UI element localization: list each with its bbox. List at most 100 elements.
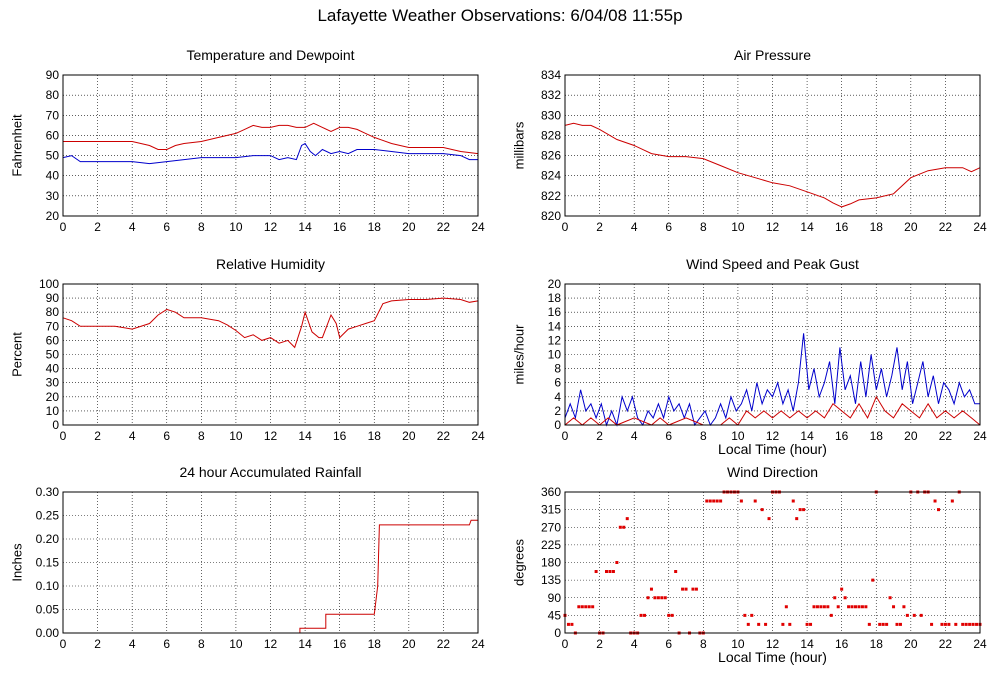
data-point: [933, 499, 937, 503]
x-tick-label: 22: [437, 429, 451, 443]
series-line-1: [564, 395, 981, 426]
y-tick-label: 2: [554, 404, 561, 418]
x-tick-label: 2: [596, 429, 603, 443]
data-point: [587, 605, 591, 609]
y-tick-label: 0: [554, 626, 561, 640]
x-tick-label: 22: [939, 637, 953, 651]
data-point: [788, 622, 792, 626]
chart-title: Wind Speed and Peak Gust: [686, 256, 859, 272]
y-tick-label: 60: [46, 128, 60, 142]
data-point: [978, 622, 982, 626]
data-point: [611, 570, 615, 574]
x-tick-label: 6: [163, 429, 170, 443]
data-point: [798, 508, 802, 512]
x-tick-label: 18: [870, 220, 884, 234]
x-tick-label: 0: [562, 220, 569, 234]
x-tick-label: 18: [368, 429, 382, 443]
data-point: [636, 631, 640, 635]
x-tick-label: 22: [437, 637, 451, 651]
y-tick-label: 40: [46, 169, 60, 183]
data-point: [860, 605, 864, 609]
x-tick-label: 16: [835, 429, 849, 443]
x-tick-label: 18: [368, 220, 382, 234]
x-tick-label: 14: [800, 637, 814, 651]
data-point: [964, 622, 968, 626]
data-point: [874, 490, 878, 494]
data-point: [930, 622, 934, 626]
y-tick-label: 90: [46, 68, 60, 82]
data-point: [674, 570, 678, 574]
data-point: [656, 596, 660, 600]
data-point: [708, 499, 712, 503]
x-tick-label: 0: [60, 429, 67, 443]
data-point: [605, 570, 608, 574]
y-tick-label: 4: [554, 390, 561, 404]
x-tick-label: 4: [631, 637, 638, 651]
chart-title: 24 hour Accumulated Rainfall: [179, 464, 362, 480]
series-line-0: [63, 519, 478, 634]
x-tick-label: 2: [94, 637, 101, 651]
y-tick-label: 90: [548, 591, 562, 605]
x-tick-label: 18: [870, 637, 884, 651]
x-tick-label: 2: [94, 429, 101, 443]
data-point: [843, 596, 847, 600]
data-point: [660, 596, 664, 600]
y-tick-label: 0.25: [36, 509, 60, 523]
x-tick-label: 24: [973, 429, 987, 443]
data-point: [580, 605, 584, 609]
series-line-0: [63, 122, 479, 155]
y-tick-label: 50: [46, 149, 60, 163]
x-tick-label: 2: [94, 220, 101, 234]
x-tick-label: 8: [700, 429, 707, 443]
y-tick-label: 135: [541, 573, 561, 587]
x-tick-label: 6: [163, 637, 170, 651]
x-tick-label: 8: [198, 637, 205, 651]
y-tick-label: 6: [554, 376, 561, 390]
x-tick-label: 4: [631, 220, 638, 234]
x-tick-label: 0: [60, 637, 67, 651]
x-tick-label: 16: [333, 429, 347, 443]
data-point: [566, 622, 570, 626]
data-point: [757, 622, 761, 626]
x-tick-label: 16: [333, 637, 347, 651]
x-tick-label: 10: [731, 637, 745, 651]
data-point: [653, 596, 657, 600]
y-tick-label: 90: [46, 291, 60, 305]
y-tick-label: 826: [541, 149, 561, 163]
x-tick-label: 6: [665, 429, 672, 443]
data-point: [923, 490, 927, 494]
x-tick-label: 10: [229, 637, 243, 651]
data-point: [625, 517, 629, 521]
x-tick-label: 2: [596, 220, 603, 234]
y-tick-label: 16: [548, 305, 562, 319]
x-tick-label: 12: [766, 637, 780, 651]
chart-title: Temperature and Dewpoint: [186, 47, 355, 63]
y-tick-label: 30: [46, 189, 60, 203]
series-line-0: [62, 297, 479, 349]
data-point: [833, 596, 837, 600]
y-tick-label: 830: [541, 108, 561, 122]
data-point: [573, 631, 577, 635]
x-tick-label: 10: [229, 429, 243, 443]
data-point: [781, 622, 785, 626]
data-point: [871, 578, 875, 582]
x-tick-label: 8: [198, 220, 205, 234]
data-point: [916, 490, 920, 494]
series-line-0: [564, 122, 981, 208]
data-point: [663, 596, 667, 600]
data-point: [681, 587, 685, 591]
y-tick-label: 315: [541, 503, 561, 517]
data-point: [895, 622, 899, 626]
data-point: [829, 613, 833, 617]
data-point: [712, 499, 716, 503]
data-point: [677, 631, 681, 635]
data-point: [584, 605, 588, 609]
data-point: [892, 605, 896, 609]
x-axis-label: Local Time (hour): [718, 441, 827, 457]
data-point: [767, 517, 771, 521]
data-point: [760, 508, 764, 512]
